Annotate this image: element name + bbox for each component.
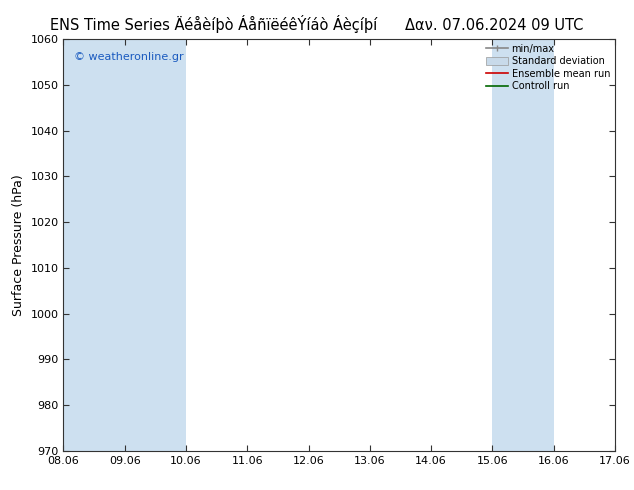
Bar bbox=[63, 39, 186, 451]
Text: © weatheronline.gr: © weatheronline.gr bbox=[74, 51, 184, 62]
Text: ENS Time Series Äéåèíþò ÁåñïëéêÝíáò Áèçíþí      Δαν. 07.06.2024 09 UTC: ENS Time Series Äéåèíþò ÁåñïëéêÝíáò Áèçí… bbox=[50, 15, 584, 33]
Bar bbox=[493, 39, 553, 451]
Bar bbox=[615, 39, 634, 451]
Legend: min/max, Standard deviation, Ensemble mean run, Controll run: min/max, Standard deviation, Ensemble me… bbox=[484, 42, 612, 93]
Y-axis label: Surface Pressure (hPa): Surface Pressure (hPa) bbox=[12, 174, 25, 316]
